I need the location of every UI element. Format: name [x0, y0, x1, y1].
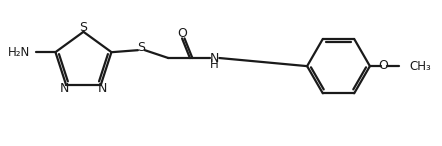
Text: H: H: [210, 58, 219, 71]
Text: O: O: [177, 27, 187, 40]
Text: CH₃: CH₃: [409, 60, 431, 73]
Text: S: S: [80, 21, 88, 34]
Text: S: S: [137, 41, 145, 54]
Text: H₂N: H₂N: [8, 46, 30, 59]
Text: O: O: [379, 59, 389, 72]
Text: N: N: [210, 52, 219, 65]
Text: N: N: [60, 82, 69, 95]
Text: N: N: [98, 82, 107, 95]
